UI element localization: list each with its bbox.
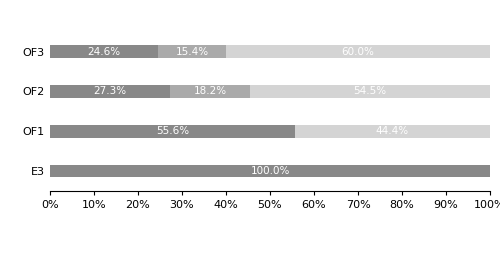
Bar [50, 45, 158, 58]
Bar [50, 125, 294, 138]
Text: 55.6%: 55.6% [156, 126, 189, 136]
Text: 15.4%: 15.4% [176, 47, 208, 57]
Bar [294, 125, 490, 138]
Text: 18.2%: 18.2% [194, 86, 226, 96]
Bar [170, 85, 250, 98]
Bar [158, 45, 226, 58]
Text: 60.0%: 60.0% [342, 47, 374, 57]
Text: 24.6%: 24.6% [88, 47, 120, 57]
Bar [226, 45, 490, 58]
Text: 54.5%: 54.5% [354, 86, 386, 96]
Bar [50, 85, 170, 98]
Bar [50, 165, 490, 177]
Text: 100.0%: 100.0% [250, 166, 290, 176]
Text: 27.3%: 27.3% [94, 86, 126, 96]
Text: 44.4%: 44.4% [376, 126, 409, 136]
Bar [250, 85, 490, 98]
